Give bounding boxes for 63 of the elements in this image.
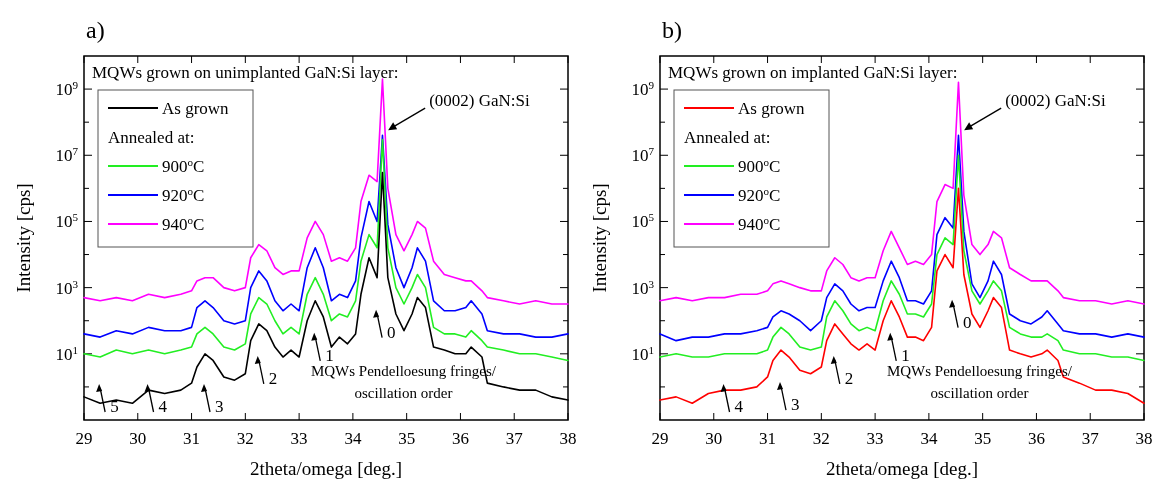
y-tick-label: 10$^{9}$ [55,79,79,100]
x-tick-label: 31 [759,429,777,448]
x-axis-title: 2theta/omega [deg.] [826,458,978,479]
y-tick-label: 10$^{3}$ [631,277,655,298]
line-series [659,154,1145,362]
annotation: 3 [215,397,224,416]
annotation: 1 [325,345,334,365]
annotation: MQWs grown on unimplanted GaN:Si layer: [92,63,399,82]
legend-title: Annealed at: [684,128,771,147]
y-tick-label: 10$^{7}$ [631,145,655,166]
x-tick-label: 29 [75,429,93,448]
annotation: 4 [158,397,168,416]
annotation: 1 [901,345,910,365]
legend-label: 920$^{o}$C [162,185,205,205]
y-tick-label: 10$^{7}$ [55,145,79,166]
y-tick-label: 10$^{9}$ [631,79,655,100]
legend-label: 940$^{o}$C [162,214,205,234]
x-tick-label: 32 [812,429,830,448]
y-tick-label: 10$^{5}$ [55,211,79,232]
x-tick-label: 32 [236,429,254,448]
x-tick-label: 33 [866,429,884,448]
x-tick-label: 29 [651,429,669,448]
legend-label: 920$^{o}$C [738,185,781,205]
annotation: 2 [844,368,854,388]
x-tick-label: 33 [290,429,308,448]
x-tick-label: 37 [505,429,524,448]
annotation: 0 [387,322,396,342]
chart-title: a) [86,17,105,43]
y-tick-label: 10$^{3}$ [55,277,79,298]
x-tick-label: 36 [1027,429,1045,448]
legend-label: As grown [738,99,806,118]
x-tick-label: 31 [183,429,201,448]
chart-title: b) [662,17,682,43]
x-tick-label: 38 [559,429,577,448]
x-tick-label: 37 [1081,429,1100,448]
y-tick-label: 10$^{1}$ [55,343,78,364]
x-tick-label: 34 [344,429,362,448]
x-tick-label: 34 [920,429,938,448]
legend-label: 940$^{o}$C [738,214,781,234]
annotation: (0002) GaN:Si [1005,91,1106,111]
x-tick-label: 30 [705,429,723,448]
legend-title: Annealed at: [108,128,195,147]
annotation: 2 [268,368,278,388]
legend-label: 900$^{o}$C [738,156,781,176]
legend-label: 900$^{o}$C [162,156,205,176]
x-tick-label: 35 [398,429,416,448]
x-tick-label: 36 [451,429,469,448]
annotation: (0002) GaN:Si [429,91,530,111]
x-axis-title: 2theta/omega [deg.] [250,458,402,479]
annotation: 4 [734,397,744,416]
annotation: 0 [963,312,972,332]
y-axis-title: Intensity [cps] [13,183,34,293]
annotation: MQWs grown on implanted GaN:Si layer: [668,63,958,82]
y-tick-label: 10$^{5}$ [631,211,655,232]
legend-label: As grown [162,99,230,118]
annotation: 5 [110,397,119,416]
line-series [659,81,1145,305]
y-tick-label: 10$^{1}$ [631,343,654,364]
x-tick-label: 35 [974,429,992,448]
x-tick-label: 30 [129,429,147,448]
x-tick-label: 38 [1135,429,1153,448]
annotation: 3 [791,395,800,415]
y-axis-title: Intensity [cps] [589,183,610,293]
